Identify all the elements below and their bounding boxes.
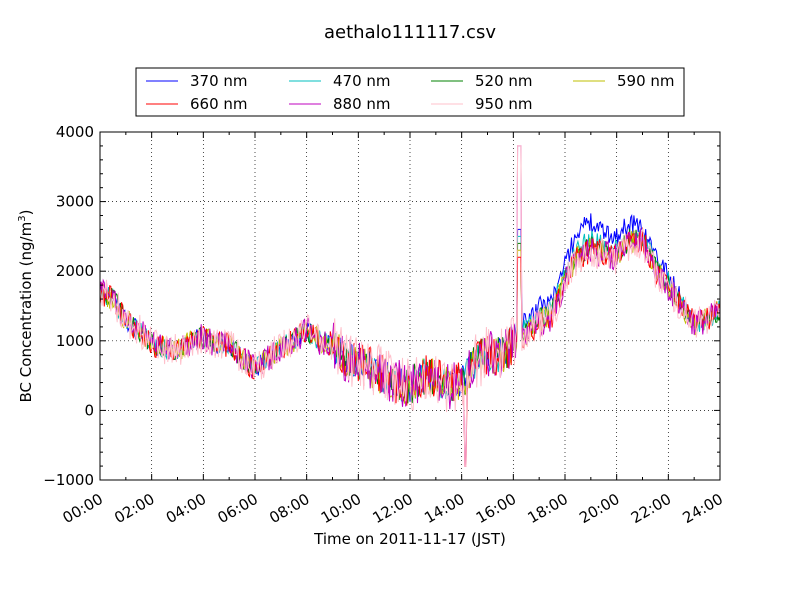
x-tick-label: 16:00 [473,490,519,527]
y-axis-label: BC Concentration (ng/m3) [17,210,35,403]
legend-label: 370 nm [190,72,248,90]
x-tick-label: 14:00 [421,490,467,527]
y-tick-label: 4000 [56,123,94,141]
y-tick-label: 0 [84,401,94,419]
chart-title: aethalo111117.csv [324,22,496,43]
legend-label: 950 nm [475,95,533,113]
y-tick-label: −1000 [43,471,94,489]
y-axis-label-sup: 3 [17,215,28,221]
y-axis-label-main: BC Concentration (ng/m [17,222,35,403]
x-tick-label: 00:00 [60,490,106,527]
y-axis-label-close: ) [17,210,35,216]
legend-label: 660 nm [190,95,248,113]
x-tick-label: 22:00 [628,490,674,527]
x-axis-label: Time on 2011-11-17 (JST) [313,530,506,548]
y-tick-label: 3000 [56,193,94,211]
legend-label: 590 nm [617,72,675,90]
x-tick-label: 02:00 [111,490,157,527]
x-tick-label: 08:00 [266,490,312,527]
legend: 370 nm 470 nm 520 nm 590 nm 660 nm 880 nm 950 … [135,67,685,117]
legend-label: 880 nm [333,95,391,113]
legend-label: 470 nm [333,72,391,90]
legend-label: 520 nm [475,72,533,90]
x-tick-label: 20:00 [576,490,622,527]
x-tick-label: 12:00 [370,490,416,527]
series-line [99,145,721,467]
x-tick-label: 18:00 [525,490,571,527]
x-tick-label: 10:00 [318,490,364,527]
x-tick-label: 24:00 [680,490,726,527]
ticks [99,131,721,481]
y-tick-label: 2000 [56,262,94,280]
grid [100,132,720,480]
x-tick-label: 04:00 [163,490,209,527]
legend-box [135,67,685,117]
series-line [99,145,721,467]
y-tick-label: 1000 [56,332,94,350]
series-layer [99,145,721,467]
x-tick-label: 06:00 [215,490,261,527]
